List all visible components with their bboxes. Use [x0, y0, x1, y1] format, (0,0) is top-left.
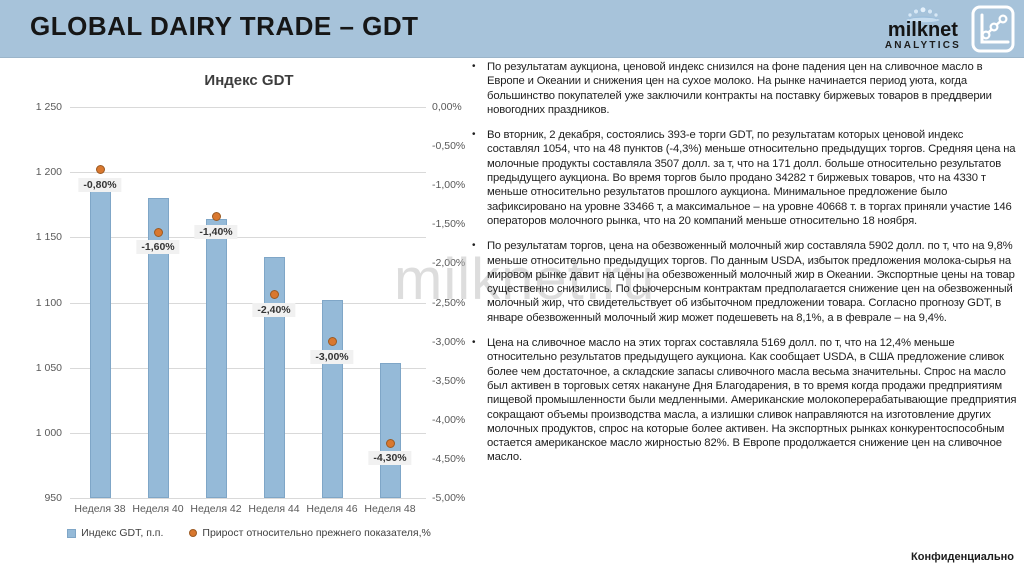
change-data-label: -3,00%: [310, 349, 354, 364]
change-data-label: -2,40%: [252, 302, 296, 317]
milknet-logo: milknet ANALYTICS: [885, 1, 1016, 57]
gridline: [70, 432, 426, 434]
bullet-marker-icon: •: [472, 240, 476, 252]
left-axis-tick: 1 150: [35, 231, 62, 244]
right-axis-tick: -2,00%: [432, 257, 466, 270]
bullet-text: По результатам аукциона, ценовой индекс …: [487, 61, 992, 116]
bullet-text: Цена на сливочное масло на этих торгах с…: [487, 337, 1017, 464]
gridline: [70, 172, 426, 174]
right-axis-tick: -4,00%: [432, 413, 466, 426]
change-data-label: -4,30%: [368, 451, 412, 466]
change-dot: [153, 227, 163, 237]
x-axis-label: Неделя 40: [132, 503, 184, 515]
x-axis-label: Неделя 42: [190, 503, 242, 515]
confidential-label: Конфиденциально: [911, 551, 1014, 563]
left-axis-tick: 1 200: [35, 166, 62, 179]
change-dot: [95, 165, 105, 175]
x-axis-label: Неделя 44: [248, 503, 300, 515]
change-data-label: -0,80%: [78, 177, 122, 192]
bullet-item: • По результатам аукциона, ценовой индекс…: [470, 60, 1018, 117]
change-dot: [327, 337, 337, 347]
left-axis-tick: 950: [44, 492, 62, 504]
left-axis-tick: 1 050: [35, 361, 62, 374]
x-axis-label: Неделя 38: [74, 503, 126, 515]
change-data-label: -1,40%: [194, 224, 238, 239]
change-data-label: -1,60%: [136, 240, 180, 255]
change-dot: [211, 212, 221, 221]
bullet-item: • По результатам торгов, цена на обезвоже…: [470, 239, 1018, 325]
logo-wordmark: milknet: [887, 19, 958, 41]
left-axis-tick: 1 000: [35, 426, 62, 439]
bullet-item: • Цена на сливочное масло на этих торгах …: [470, 336, 1018, 465]
right-axis-tick: -1,50%: [432, 218, 466, 231]
milk-splash-icon: [905, 7, 941, 23]
bullet-marker-icon: •: [472, 129, 476, 141]
bullet-text: По результатам торгов, цена на обезвожен…: [487, 240, 1015, 324]
index-bar: [89, 190, 111, 498]
logo-text: milknet ANALYTICS: [885, 7, 961, 51]
gridline: [70, 498, 426, 499]
point-series-swatch: [189, 529, 198, 537]
right-axis-tick: -3,50%: [432, 374, 466, 387]
legend-item-change: Прирост относительно прежнего показателя…: [189, 527, 431, 539]
right-axis-tick: -2,50%: [432, 296, 466, 309]
bullet-list: • По результатам аукциона, ценовой индекс…: [470, 60, 1018, 476]
left-axis-tick: 1 100: [35, 296, 62, 309]
change-dot: [269, 290, 279, 300]
index-bar: [321, 299, 343, 498]
legend-item-index: Индекс GDT, п.п.: [67, 527, 163, 539]
gridline: [70, 367, 426, 369]
legend-label-change: Прирост относительно прежнего показателя…: [202, 527, 431, 539]
bullet-item: • Во вторник, 2 декабря, состоялись 393-е…: [470, 128, 1018, 228]
index-bar: [263, 256, 285, 498]
right-axis-tick: -1,00%: [432, 179, 466, 192]
index-bar: [205, 219, 227, 498]
header-band: GLOBAL DAIRY TRADE – GDT milknet ANALYTI…: [0, 0, 1024, 58]
right-axis-tick: 0,00%: [432, 101, 462, 113]
right-axis-tick: -5,00%: [432, 492, 466, 504]
legend-label-index: Индекс GDT, п.п.: [81, 527, 164, 539]
gridline: [70, 302, 426, 304]
chart-legend: Индекс GDT, п.п. Прирост относительно пр…: [60, 527, 438, 539]
index-bar: [147, 198, 169, 498]
gridline: [70, 107, 426, 108]
left-axis-tick: 1 250: [35, 101, 62, 113]
x-axis-label: Неделя 46: [306, 503, 358, 515]
chart-title: Индекс GDT: [204, 72, 294, 89]
right-axis-tick: -0,50%: [432, 140, 466, 153]
right-axis-tick: -4,50%: [432, 452, 466, 465]
bullet-marker-icon: •: [472, 337, 476, 349]
right-axis-tick: -3,00%: [432, 335, 466, 348]
page-title: GLOBAL DAIRY TRADE – GDT: [30, 11, 419, 41]
bullet-text: Во вторник, 2 декабря, состоялись 393-е …: [487, 129, 1016, 227]
bar-series-swatch: [67, 528, 77, 538]
gridline: [70, 237, 426, 239]
x-axis-label: Неделя 48: [364, 503, 416, 515]
logo-subtitle: ANALYTICS: [884, 40, 961, 51]
chart-logo-icon: [971, 5, 1015, 53]
bullet-marker-icon: •: [472, 61, 476, 72]
change-dot: [385, 438, 395, 448]
index-bar: [379, 362, 401, 498]
